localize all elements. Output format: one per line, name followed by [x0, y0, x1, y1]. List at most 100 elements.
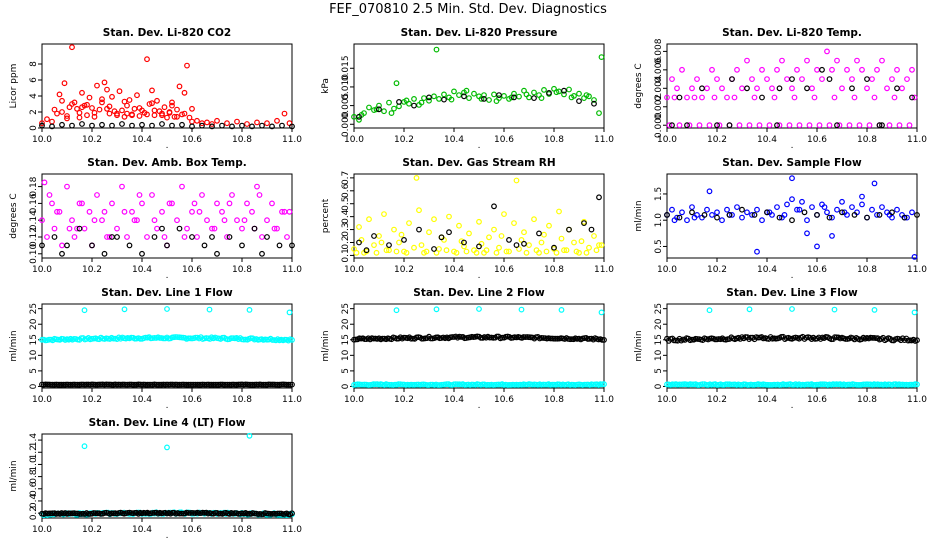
- sample-flow-xtick-label: 10.0: [657, 265, 677, 275]
- gas-stream-rh-point: [473, 249, 480, 256]
- gas-stream-rh-point: [588, 226, 595, 233]
- li820-temp-point: [826, 76, 833, 82]
- amb-box-temp-point: [226, 200, 233, 207]
- sample-flow-title: Stan. Dev. Sample Flow: [722, 157, 862, 169]
- li820-co2-point: [179, 121, 185, 128]
- sample-flow-point: [724, 206, 730, 213]
- line4-flow-point: [46, 510, 52, 517]
- li820-temp-point: [669, 122, 675, 129]
- sample-flow-point: [834, 206, 840, 213]
- li820-pressure-point: [541, 86, 547, 93]
- li820-co2-point: [254, 119, 260, 126]
- li820-pressure-point: [376, 106, 382, 113]
- li820-co2-point: [79, 89, 85, 96]
- line1-flow-point: [217, 381, 224, 388]
- li820-co2-point: [39, 122, 45, 129]
- amb-box-temp-point: [56, 208, 63, 215]
- li820-co2-point: [209, 123, 215, 130]
- sample-flow-xtick-label: 11.0: [907, 265, 927, 275]
- li820-temp-point: [671, 94, 678, 101]
- li820-pressure-point: [411, 95, 417, 102]
- line2-flow-point: [435, 382, 441, 388]
- line1-flow-ytick-label: 5: [29, 368, 39, 374]
- li820-co2-point: [229, 123, 235, 130]
- li820-pressure-series-1: [356, 87, 597, 120]
- line3-flow-point: [706, 307, 713, 314]
- line1-flow-point: [167, 381, 174, 388]
- sample-flow-point: [849, 204, 855, 211]
- li820-co2-point: [136, 105, 143, 111]
- li820-co2-point: [219, 122, 225, 129]
- line1-flow-point: [222, 381, 229, 388]
- gas-stream-rh-point: [543, 248, 550, 255]
- li820-temp-xtick-label: 10.8: [857, 135, 877, 145]
- amb-box-temp-xtick-label: 10.2: [82, 265, 102, 275]
- amb-box-temp-point: [164, 242, 170, 249]
- li820-pressure-point: [591, 97, 597, 103]
- amb-box-temp-ytick-label: 0.10: [29, 244, 39, 264]
- li820-temp-point: [689, 85, 695, 92]
- li820-co2-point: [109, 93, 115, 100]
- line4-flow-xtick-label: 10.0: [32, 525, 52, 535]
- line1-flow-point: [260, 381, 267, 388]
- amb-box-temp-point: [174, 217, 180, 224]
- li820-pressure-point: [391, 105, 397, 112]
- amb-box-temp-point: [179, 183, 185, 190]
- li820-pressure-ytick-label: 0.000: [341, 111, 351, 137]
- li820-temp-series-1: [669, 66, 915, 129]
- gas-stream-rh-point: [536, 230, 542, 237]
- li820-co2-ytick-label: 4: [29, 93, 39, 99]
- line2-flow-point: [399, 381, 406, 388]
- li820-co2-point: [59, 97, 65, 104]
- gas-stream-rh-series-0: [351, 174, 605, 256]
- line3-flow-xtick-label: 10.2: [707, 395, 727, 405]
- line3-flow-ylabel: ml/min: [634, 330, 644, 361]
- line1-flow-point: [110, 335, 117, 342]
- amb-box-temp-xlabel: .: [166, 271, 169, 281]
- amb-box-temp-point: [276, 242, 283, 249]
- li820-co2-point: [139, 121, 145, 128]
- li820-temp-point: [899, 85, 905, 92]
- li820-temp-ytick-label: 0.006: [654, 57, 664, 83]
- line3-flow-ytick-label: 10: [654, 349, 664, 361]
- li820-pressure-point: [421, 95, 427, 101]
- line2-flow-point: [479, 381, 486, 388]
- line4-flow-xlabel: .: [166, 531, 169, 540]
- line2-flow-point: [449, 334, 456, 340]
- li820-temp-ytick-label: 0.002: [654, 94, 664, 120]
- gas-stream-rh-point: [376, 233, 382, 239]
- line1-flow-point: [142, 381, 149, 388]
- li820-co2-point: [169, 99, 175, 106]
- li820-co2-point: [69, 101, 75, 107]
- li820-pressure-point: [493, 98, 500, 104]
- li820-co2-point: [54, 110, 60, 117]
- li820-temp-point: [896, 122, 903, 129]
- gas-stream-rh-point: [523, 249, 530, 256]
- li820-temp-panel: Stan. Dev. Li-820 Temp. 10.0 10.2 10.4 10.6 1…: [634, 27, 927, 151]
- line1-flow-point: [48, 381, 54, 388]
- line2-flow-xtick-label: 10.0: [344, 395, 364, 405]
- li820-temp-point: [696, 122, 703, 129]
- line3-flow-point: [664, 381, 670, 388]
- sample-flow-point: [826, 214, 833, 221]
- amb-box-temp-point: [64, 183, 70, 190]
- gas-stream-rh-xtick-label: 10.2: [394, 265, 414, 275]
- li820-temp-point: [804, 57, 810, 64]
- line2-flow-xtick-label: 10.2: [394, 395, 414, 405]
- amb-box-temp-point: [279, 208, 285, 215]
- gas-stream-rh-point: [516, 246, 522, 252]
- sample-flow-point: [814, 243, 820, 250]
- li820-co2-xtick-label: 10.8: [232, 135, 252, 145]
- li820-pressure-point: [576, 98, 582, 104]
- li820-pressure-point: [596, 110, 602, 116]
- gas-stream-rh-point: [456, 222, 462, 229]
- li820-co2-point: [99, 99, 105, 106]
- line1-flow-point: [96, 381, 102, 388]
- line1-flow-point: [201, 381, 208, 388]
- li820-pressure-point: [448, 96, 455, 103]
- line4-flow-series-0: [39, 432, 295, 519]
- gas-stream-rh-point: [526, 242, 532, 249]
- li820-temp-ytick-label: 0.004: [654, 75, 664, 101]
